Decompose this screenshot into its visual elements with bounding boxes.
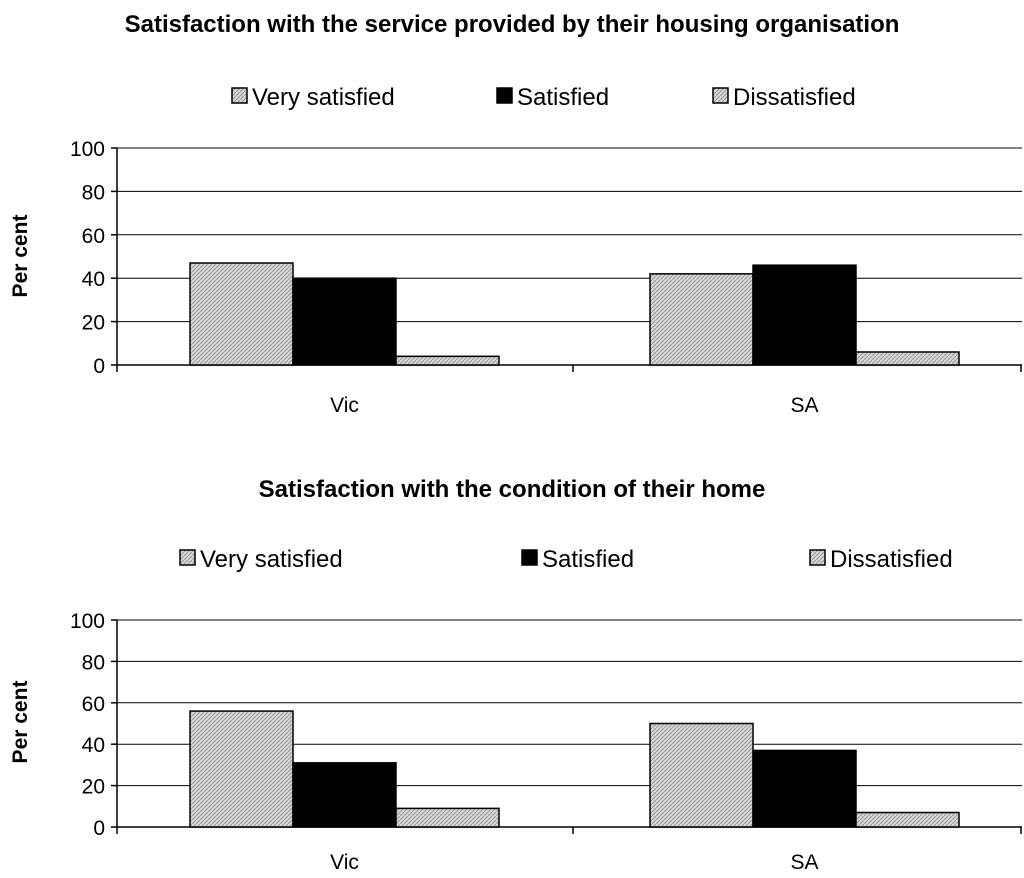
y-tick-label: 20 [82, 776, 105, 799]
bar-sa-2 [752, 749, 857, 828]
y-tick-label: 0 [93, 355, 105, 378]
y-tick-label: 100 [70, 610, 105, 633]
legend-label-1: Very satisfied [200, 546, 343, 573]
y-tick-label: 60 [82, 225, 105, 248]
bar-sa-3 [855, 351, 960, 366]
bar-vic-3 [395, 807, 500, 828]
bar-vic-1 [189, 710, 294, 828]
bar-vic-2 [292, 762, 397, 828]
bar-sa-2 [752, 264, 857, 366]
chart-title: Satisfaction with the condition of their… [259, 476, 766, 503]
chart-title: Satisfaction with the service provided b… [125, 11, 900, 38]
y-axis-label: Per cent [9, 681, 32, 764]
legend-swatch-3 [712, 87, 729, 104]
y-tick-label: 20 [82, 312, 105, 335]
legend-swatch-1 [179, 549, 196, 566]
legend-label-1: Very satisfied [252, 84, 395, 111]
bar-sa-3 [855, 811, 960, 828]
legend-label-2: Satisfied [542, 546, 634, 573]
y-tick-label: 100 [70, 138, 105, 161]
bar-vic-2 [292, 277, 397, 366]
legend-swatch-3 [809, 549, 826, 566]
chart-2: Satisfaction with the condition of their… [9, 476, 1022, 874]
bar-vic-1 [189, 262, 294, 366]
y-tick-label: 40 [82, 268, 105, 291]
legend-swatch-1 [231, 87, 248, 104]
legend-label-3: Dissatisfied [830, 546, 953, 573]
legend-swatch-2 [496, 87, 513, 104]
x-category-label: SA [790, 851, 818, 874]
x-category-label: Vic [330, 851, 359, 874]
legend-label-2: Satisfied [517, 84, 609, 111]
bar-sa-1 [649, 273, 754, 366]
y-axis-label: Per cent [9, 215, 32, 298]
legend-label-3: Dissatisfied [733, 84, 856, 111]
chart-1: Satisfaction with the service provided b… [9, 11, 1022, 417]
y-tick-label: 80 [82, 181, 105, 204]
y-tick-label: 0 [93, 817, 105, 840]
bar-sa-1 [649, 722, 754, 828]
legend-swatch-2 [521, 549, 538, 566]
bar-vic-3 [395, 355, 500, 366]
x-category-label: SA [790, 394, 818, 417]
y-tick-label: 40 [82, 734, 105, 757]
y-tick-label: 60 [82, 693, 105, 716]
x-category-label: Vic [330, 394, 359, 417]
y-tick-label: 80 [82, 651, 105, 674]
